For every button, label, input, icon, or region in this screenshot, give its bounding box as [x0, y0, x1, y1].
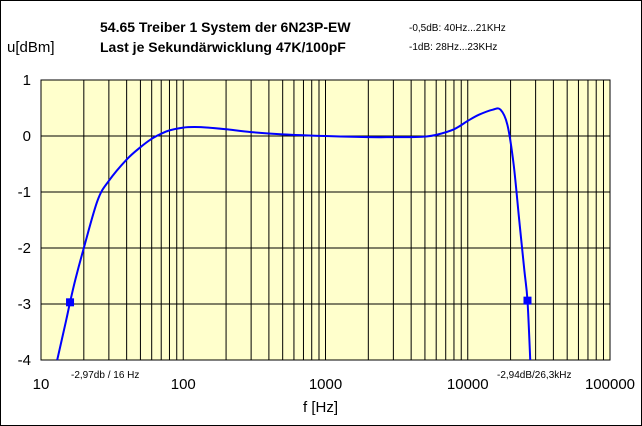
plot-border: [40, 79, 611, 361]
y-tick-label: -2: [18, 240, 31, 257]
chart-title-line1: 54.65 Treiber 1 System der 6N23P-EW: [100, 19, 351, 35]
x-tick-label: 100: [171, 376, 196, 393]
frequency-response-line: [56, 107, 532, 361]
chart-title-line2: Last je Sekundärwicklung 47K/100pF: [100, 39, 346, 55]
y-tick-label: -1: [18, 184, 31, 201]
y-tick-label: 0: [23, 128, 31, 145]
x-tick-label: 100000: [585, 376, 635, 393]
note-0-5db: -0,5dB: 40Hz...21KHz: [409, 23, 506, 34]
y-tick-label: -3: [18, 296, 31, 313]
y-axis-label: u[dBm]: [7, 39, 55, 56]
data-marker: [523, 296, 532, 305]
note-1db: -1dB: 28Hz...23KHz: [409, 42, 498, 53]
x-tick-label: 1000: [309, 376, 342, 393]
x-axis-label: f [Hz]: [303, 399, 339, 416]
y-tick-label: 1: [23, 72, 31, 89]
y-tick-label: -4: [18, 352, 31, 369]
x-tick-label: 10000: [447, 376, 489, 393]
data-marker: [66, 298, 75, 307]
marker-label: -2,97db / 16 Hz: [71, 370, 139, 381]
marker-label: -2,94dB/26,3kHz: [497, 370, 572, 381]
x-tick-label: 10: [33, 376, 50, 393]
